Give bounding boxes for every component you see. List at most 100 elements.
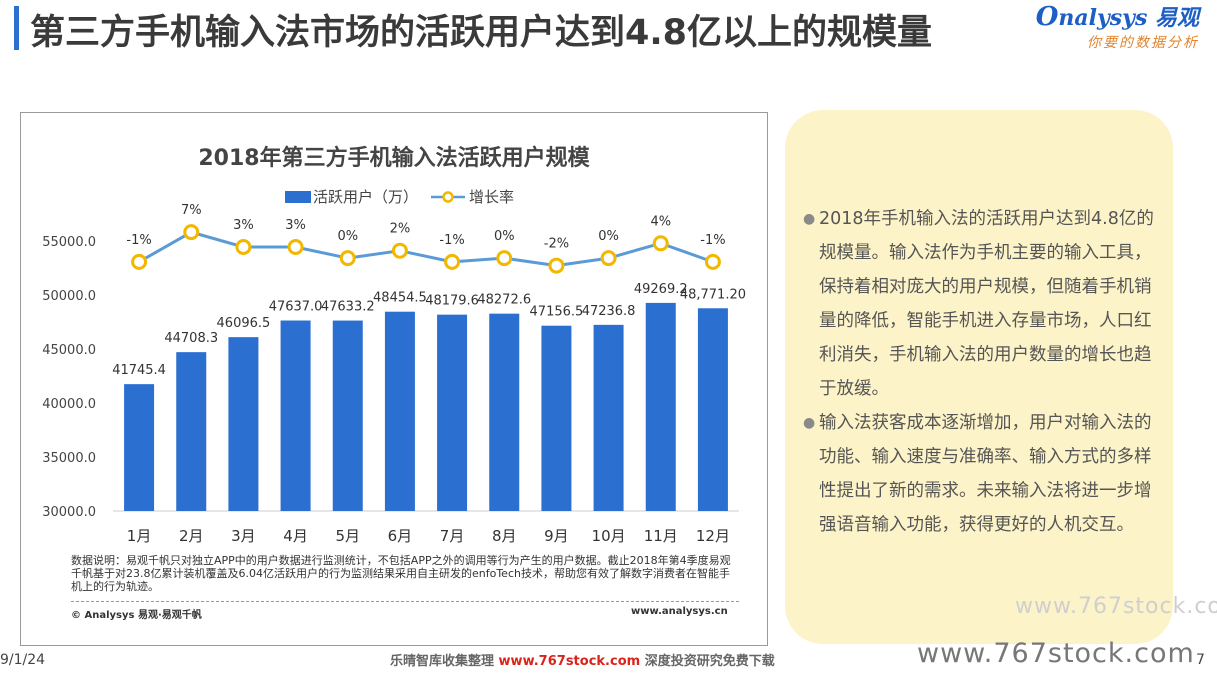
growth-marker [339,250,356,267]
y-tick-label: 40000.0 [42,397,96,412]
bar-value-label: 48,771.20 [680,287,746,302]
x-tick-label: 8月 [492,527,517,545]
bar-value-label: 49269.2 [634,282,688,297]
bar [124,384,155,511]
bar [697,308,728,511]
insight-panel: ● 2018年手机输入法的活跃用户达到4.8亿的规模量。输入法作为手机主要的输入工… [785,110,1173,644]
growth-value-label: 3% [285,218,306,233]
bullet-icon: ● [803,415,816,431]
bar-value-label: 47637.0 [269,300,323,315]
growth-marker [444,253,461,270]
legend-line-marker [442,191,454,203]
bar [437,314,468,511]
x-tick-label: 5月 [335,527,360,545]
growth-value-label: -1% [439,233,464,248]
x-tick-label: 7月 [440,527,465,545]
credit-prefix: 乐晴智库收集整理 [390,654,495,669]
growth-value-label: 4% [650,214,671,229]
growth-value-label: 2% [390,222,411,237]
x-tick-label: 4月 [283,527,308,545]
logo-o-icon: O [1035,2,1059,32]
growth-value-label: -2% [544,237,569,252]
growth-value-label: 0% [598,229,619,244]
growth-value-label: -1% [126,233,151,248]
chart-note: 数据说明：易观千帆只对独立APP中的用户数据进行监测统计，不包括APP之外的调用… [71,554,731,593]
growth-marker [704,253,721,270]
x-tick-label: 3月 [231,527,256,545]
growth-marker [600,250,617,267]
bar [384,311,415,511]
bar-value-label: 41745.4 [112,363,166,378]
bar [176,352,207,511]
chart-source: © Analysys 易观·易观千帆 [71,610,202,621]
x-tick-label: 6月 [388,527,413,545]
chart-title: 2018年第三方手机输入法活跃用户规模 [198,145,590,171]
insight-point-2-text: 输入法获客成本逐渐增加，用户对输入法的功能、输入速度与准确率、输入方式的多样性提… [819,413,1152,535]
bar-value-label: 46096.5 [217,316,271,331]
x-tick-label: 9月 [544,527,569,545]
credit-url[interactable]: www.767stock.com [498,654,641,669]
insight-point-1: ● 2018年手机输入法的活跃用户达到4.8亿的规模量。输入法作为手机主要的输入工… [803,202,1167,406]
growth-value-label: -1% [700,233,725,248]
growth-marker [652,235,669,252]
logo-name-text: nalysys 易观 [1058,5,1199,31]
bar [280,320,311,511]
bar [593,324,624,511]
analysys-logo: Onalysys 易观 你要的数据分析 [1036,0,1199,52]
growth-marker [131,253,148,270]
x-tick-label: 11月 [644,527,678,545]
growth-marker [496,250,513,267]
bar [541,325,572,511]
growth-marker [235,239,252,255]
chart-footer-divider [71,601,739,602]
growth-marker [183,224,200,241]
y-tick-label: 35000.0 [42,451,96,466]
bar-value-label: 47633.2 [321,300,375,315]
bar [228,337,259,511]
title-accent-bar [14,6,19,50]
bar [489,313,520,511]
insight-point-2: ● 输入法获客成本逐渐增加，用户对输入法的功能、输入速度与准确率、输入方式的多样性… [803,406,1167,542]
bar [645,302,676,511]
page-date: 9/1/24 [0,652,46,668]
bar-value-label: 44708.3 [164,331,218,346]
growth-value-label: 3% [233,218,254,233]
bottom-credit: 乐晴智库收集整理 www.767stock.com 深度投资研究免费下载 [390,650,775,669]
legend-line-label: 增长率 [469,188,514,206]
growth-marker [391,242,408,259]
insight-point-1-text: 2018年手机输入法的活跃用户达到4.8亿的规模量。输入法作为手机主要的输入工具… [819,209,1154,399]
x-tick-label: 12月 [696,527,730,545]
watermark-side: www.767stock.co [1015,594,1217,619]
y-tick-label: 45000.0 [42,343,96,358]
growth-marker [287,239,304,255]
bar-value-label: 47156.5 [530,305,584,320]
legend-bar-swatch [285,191,311,203]
page-number: 7 [1196,652,1205,668]
growth-marker [548,257,565,274]
bar-value-label: 48454.5 [373,291,427,306]
growth-value-label: 7% [181,203,202,218]
y-tick-label: 30000.0 [42,505,96,520]
chart-frame: 2018年第三方手机输入法活跃用户规模活跃用户（万） 增长率 30000.0 3500… [20,112,768,646]
bar [332,320,363,511]
growth-value-label: 0% [337,229,358,244]
bar-value-label: 48179.6 [425,294,479,309]
insight-list: ● 2018年手机输入法的活跃用户达到4.8亿的规模量。输入法作为手机主要的输入工… [803,202,1167,542]
x-tick-label: 1月 [127,527,152,545]
bar-value-label: 47236.8 [582,304,636,319]
credit-suffix: 深度投资研究免费下载 [644,654,775,669]
growth-line [138,230,714,268]
y-tick-label: 50000.0 [42,289,96,304]
x-tick-label: 10月 [592,527,626,545]
y-tick-label: 55000.0 [42,235,96,250]
chart-source-url: www.analysys.cn [631,606,728,617]
growth-value-label: 0% [494,229,515,244]
legend-bar-label: 活跃用户（万） [313,188,418,206]
bullet-icon: ● [803,211,816,227]
page-title: 第三方手机输入法市场的活跃用户达到4.8亿以上的规模量 [30,13,933,53]
logo-name: Onalysys 易观 [1036,0,1199,32]
x-tick-label: 2月 [179,527,204,545]
bar-value-label: 48272.6 [477,293,531,308]
logo-slogan: 你要的数据分析 [1087,35,1199,51]
